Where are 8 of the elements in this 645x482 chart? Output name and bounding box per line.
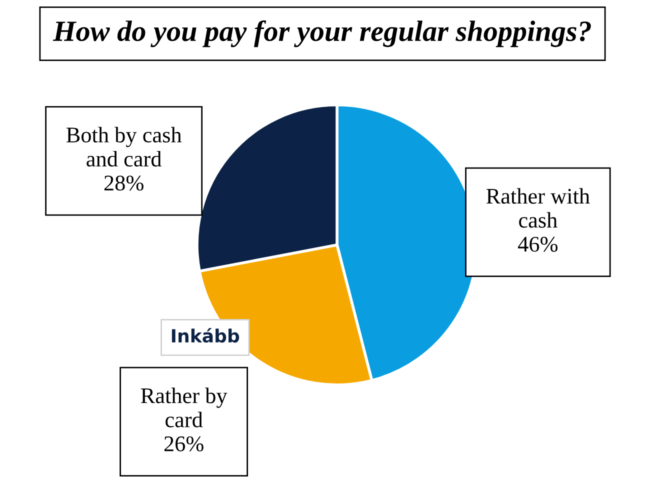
- data-label: 46%: [518, 236, 558, 252]
- slice-label: Rather with cash: [486, 188, 590, 228]
- chart-title: How do you pay for your regular shoppings?: [52, 20, 591, 48]
- slice-label: Rather by card: [140, 388, 228, 428]
- data-label: 28%: [104, 176, 144, 191]
- text: Inkább: [172, 328, 240, 343]
- data-label: 26%: [164, 436, 204, 452]
- slice-label: Both by cash and card: [66, 126, 182, 167]
